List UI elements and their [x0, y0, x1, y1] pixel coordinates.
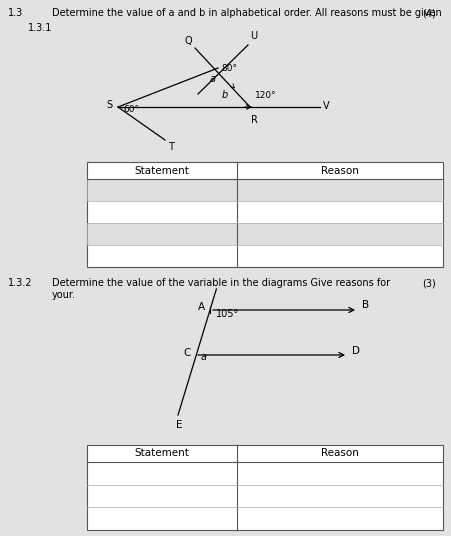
Text: a: a	[210, 74, 216, 84]
Text: E: E	[175, 420, 182, 430]
Text: b: b	[221, 90, 228, 100]
Text: B: B	[361, 300, 368, 310]
Text: 80°: 80°	[221, 64, 236, 73]
Text: U: U	[249, 31, 257, 41]
Text: Statement: Statement	[134, 449, 189, 458]
Text: Reason: Reason	[320, 449, 358, 458]
FancyBboxPatch shape	[87, 224, 442, 245]
Text: 105°: 105°	[216, 309, 239, 319]
Text: a: a	[201, 352, 207, 362]
Text: Determine the value of the variable in the diagrams Give reasons for: Determine the value of the variable in t…	[52, 278, 389, 288]
FancyBboxPatch shape	[87, 180, 442, 201]
Text: (4): (4)	[421, 8, 435, 18]
Text: Reason: Reason	[320, 166, 358, 175]
Text: (3): (3)	[421, 278, 435, 288]
Text: S: S	[106, 100, 112, 110]
FancyBboxPatch shape	[87, 162, 442, 267]
Text: C: C	[183, 348, 190, 358]
Text: 1.3.2: 1.3.2	[8, 278, 32, 288]
FancyBboxPatch shape	[87, 445, 442, 530]
Text: T: T	[168, 142, 174, 152]
Text: V: V	[322, 101, 329, 111]
Text: Statement: Statement	[134, 166, 189, 175]
Text: 120°: 120°	[254, 91, 276, 100]
Text: D: D	[351, 346, 359, 356]
Text: Q: Q	[184, 36, 192, 46]
Text: 1.3: 1.3	[8, 8, 23, 18]
Text: 60°: 60°	[123, 105, 139, 114]
Text: Determine the value of a and b in alphabetical order. All reasons must be given: Determine the value of a and b in alphab…	[52, 8, 441, 18]
Text: A: A	[198, 302, 205, 312]
Text: R: R	[250, 115, 258, 125]
Text: your.: your.	[52, 290, 76, 300]
Text: 1.3.1: 1.3.1	[28, 23, 52, 33]
